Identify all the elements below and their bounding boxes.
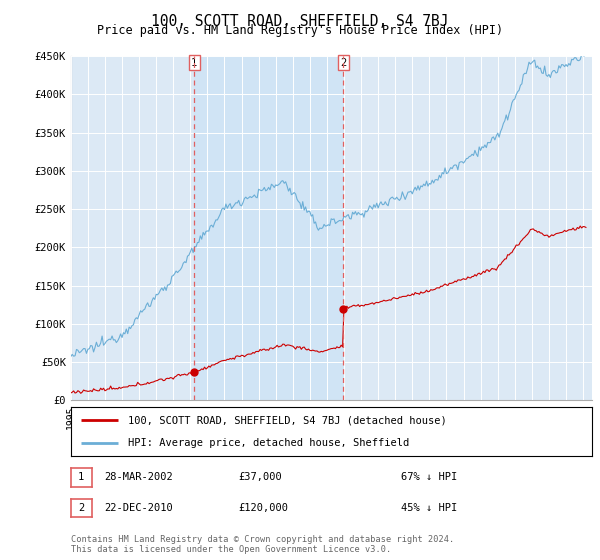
Text: 67% ↓ HPI: 67% ↓ HPI bbox=[401, 472, 457, 482]
Bar bbox=[194, 56, 343, 400]
Text: 1: 1 bbox=[191, 58, 197, 68]
Text: 100, SCOTT ROAD, SHEFFIELD, S4 7BJ: 100, SCOTT ROAD, SHEFFIELD, S4 7BJ bbox=[151, 14, 449, 29]
Text: 1: 1 bbox=[78, 473, 85, 482]
Text: 2: 2 bbox=[78, 503, 85, 513]
Text: 2: 2 bbox=[340, 58, 347, 68]
Text: 22-DEC-2010: 22-DEC-2010 bbox=[104, 503, 173, 513]
Text: 100, SCOTT ROAD, SHEFFIELD, S4 7BJ (detached house): 100, SCOTT ROAD, SHEFFIELD, S4 7BJ (deta… bbox=[128, 416, 447, 426]
Text: Contains HM Land Registry data © Crown copyright and database right 2024.
This d: Contains HM Land Registry data © Crown c… bbox=[71, 535, 454, 554]
Text: HPI: Average price, detached house, Sheffield: HPI: Average price, detached house, Shef… bbox=[128, 438, 409, 448]
Text: £120,000: £120,000 bbox=[239, 503, 289, 513]
Text: £37,000: £37,000 bbox=[239, 472, 283, 482]
Text: 45% ↓ HPI: 45% ↓ HPI bbox=[401, 503, 457, 513]
Text: Price paid vs. HM Land Registry's House Price Index (HPI): Price paid vs. HM Land Registry's House … bbox=[97, 24, 503, 37]
Text: 28-MAR-2002: 28-MAR-2002 bbox=[104, 472, 173, 482]
